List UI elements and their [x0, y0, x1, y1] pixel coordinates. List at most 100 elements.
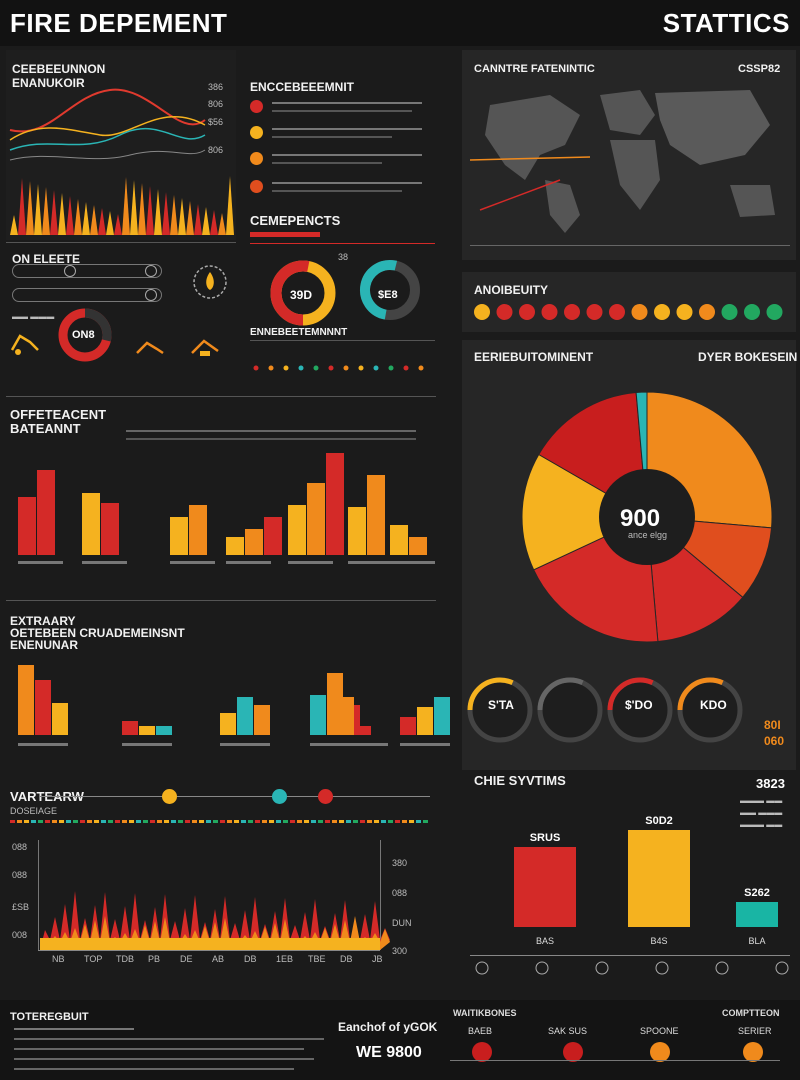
- strip-dash: [367, 820, 372, 823]
- activity-dot: [519, 304, 535, 320]
- flame: [50, 190, 58, 235]
- column-bar: [434, 697, 450, 735]
- flame-base: [40, 938, 380, 950]
- mid-note: ▬▬ ▬▬▬: [12, 312, 55, 321]
- footer-dot-1[interactable]: [472, 1042, 492, 1062]
- activity-dots: [474, 304, 783, 320]
- chie-legend: ▬▬ ▬▬▬: [740, 808, 783, 817]
- column-bar: [122, 721, 138, 735]
- column-bar: [18, 497, 36, 555]
- footer-line: [14, 1048, 304, 1050]
- flame-strip: [10, 176, 234, 235]
- strip-dash: [143, 820, 148, 823]
- strip-dash: [346, 820, 351, 823]
- slider-track-2[interactable]: [12, 288, 162, 302]
- column-bar: [18, 665, 34, 735]
- fire-y-left-4: 008: [12, 930, 28, 940]
- trend-title: CEEBEEUNNON: [12, 62, 106, 76]
- pie-slice: [521, 453, 649, 571]
- variation-track: [40, 796, 430, 797]
- footer-dot-4[interactable]: [743, 1042, 763, 1062]
- legend-line: [272, 162, 382, 164]
- strip-dash: [227, 820, 232, 823]
- strip-dash: [10, 820, 15, 823]
- strip-dash: [185, 820, 190, 823]
- slider-handle-2[interactable]: [145, 265, 157, 277]
- axis-tick: [775, 961, 789, 975]
- strip-dash: [416, 820, 421, 823]
- flame: [170, 195, 178, 235]
- flame-area: [40, 891, 390, 950]
- strip-dash: [24, 820, 29, 823]
- tick-dot: [268, 365, 274, 371]
- flame-gauge-icon: [193, 265, 227, 299]
- flame: [26, 181, 34, 235]
- column-label: [390, 561, 435, 564]
- tick-dot: [343, 365, 349, 371]
- column-bar: [390, 525, 408, 555]
- pie-title-left: EERIEBUITOMINENT: [474, 350, 594, 364]
- chie-bar: [628, 830, 690, 927]
- flame: [74, 199, 82, 235]
- slider-handle[interactable]: [64, 265, 76, 277]
- column-bar: [139, 726, 155, 735]
- strip-dash: [171, 820, 176, 823]
- strip-dash: [381, 820, 386, 823]
- map-title: CANNTRE FATENINTIC: [474, 63, 595, 75]
- tick-dot: [358, 365, 364, 371]
- footer-c4-label: COMPTTEON: [722, 1008, 780, 1018]
- strip-dash: [101, 820, 106, 823]
- strip-dash: [150, 820, 155, 823]
- variation-marker-1[interactable]: [162, 789, 177, 804]
- footer-dot-2[interactable]: [563, 1042, 583, 1062]
- column-label: [226, 561, 271, 564]
- strip-dash: [108, 820, 113, 823]
- strip-dash: [269, 820, 274, 823]
- legend-line: [272, 110, 412, 112]
- fire-x-label: TOP: [84, 954, 103, 964]
- column-label: [170, 561, 215, 564]
- donut-b: [360, 260, 420, 320]
- fire-y-right-2: 088: [392, 888, 408, 898]
- column-bar: [264, 517, 282, 555]
- column-bar: [254, 705, 270, 735]
- column-bar: [82, 493, 100, 555]
- flame: [130, 180, 138, 235]
- chie-bar: [736, 902, 778, 927]
- divider: [6, 396, 436, 397]
- column-bar: [245, 529, 263, 555]
- column-bar: [307, 483, 325, 555]
- fire-x-label: AB: [212, 954, 225, 964]
- column-bar: [37, 470, 55, 555]
- flame: [226, 176, 234, 235]
- legend-line: [272, 154, 422, 156]
- strip-dash: [360, 820, 365, 823]
- activity-dot: [474, 304, 490, 320]
- axis-tick: [535, 961, 549, 975]
- chie-bar: [514, 847, 576, 927]
- strip-dash: [59, 820, 64, 823]
- variation-marker-3[interactable]: [318, 789, 333, 804]
- footer-dot-3[interactable]: [650, 1042, 670, 1062]
- trend-label-2: 806: [208, 99, 224, 109]
- donut-a-value: 39D: [290, 288, 313, 302]
- color-strip: [10, 820, 428, 823]
- footer-axis: [450, 1060, 780, 1061]
- variation-marker-2[interactable]: [272, 789, 287, 804]
- slider-handle-3[interactable]: [145, 289, 157, 301]
- strip-dash: [31, 820, 36, 823]
- donut-a: [270, 260, 336, 326]
- strip-dash: [136, 820, 141, 823]
- strip-dash: [311, 820, 316, 823]
- chie-bar-label: S0D2: [645, 815, 673, 827]
- column-label: [288, 561, 333, 564]
- activity-dot: [541, 304, 558, 320]
- fire-x-label: DB: [244, 954, 257, 964]
- flame: [42, 187, 50, 235]
- flame: [186, 201, 194, 235]
- strip-dash: [374, 820, 379, 823]
- slider-track[interactable]: [12, 264, 162, 278]
- mid-donut-value: ON8: [72, 329, 95, 341]
- strip-dash: [178, 820, 183, 823]
- flame: [90, 205, 98, 235]
